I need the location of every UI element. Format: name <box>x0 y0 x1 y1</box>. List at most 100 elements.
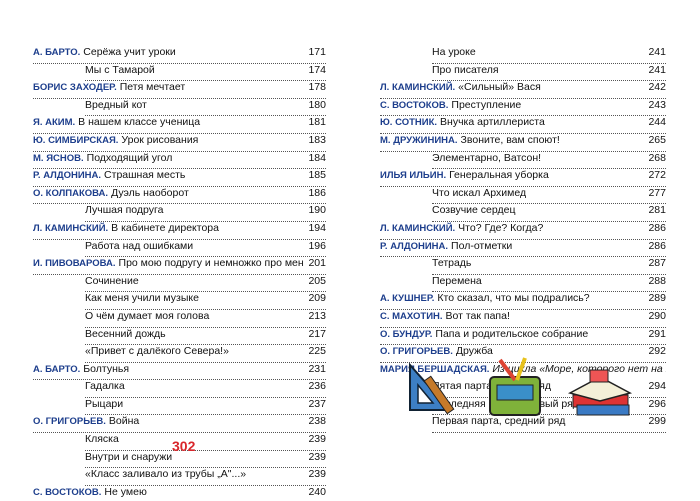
entry-title: «Привет с далёкого Севера!» <box>85 345 229 358</box>
entry-title: Про писателя <box>432 63 499 76</box>
entry-title: Рыцари <box>85 397 124 410</box>
entry-title: Мы с Тамарой <box>85 63 155 76</box>
toc-entry: О чём думает моя голова 213 <box>85 310 326 328</box>
entry-page: 286 <box>648 221 666 234</box>
entry-page: 237 <box>308 397 326 410</box>
entry-title: Внутри и снаружи <box>85 450 173 463</box>
school-bag <box>489 357 541 416</box>
entry-title: Весенний дождь <box>85 327 166 340</box>
toc-entry: Про писателя 241 <box>432 64 666 82</box>
entry-title: Подходящий угол <box>86 151 173 164</box>
books <box>567 369 633 416</box>
entry-page: 196 <box>308 239 326 252</box>
entry-author: Ю. СИМБИРСКАЯ. <box>33 134 119 146</box>
entry-author: С. ВОСТОКОВ. <box>380 99 449 111</box>
entry-page: 194 <box>308 221 326 234</box>
entry-title: На уроке <box>432 46 476 58</box>
entry-page: 209 <box>308 292 326 305</box>
entry-title: Перемена <box>432 274 482 287</box>
entry-author: А. КУШНЕР. <box>380 293 435 305</box>
toc-entry: «Привет с далёкого Севера!» 225 <box>85 345 326 363</box>
entry-page: 265 <box>648 133 666 146</box>
entry-page: 183 <box>308 133 326 146</box>
entry-title: Преступление <box>451 98 522 111</box>
toc-entry: Работа над ошибками 196 <box>85 240 326 258</box>
entry-page: 239 <box>308 450 326 463</box>
entry-title: В кабинете директора <box>111 221 219 234</box>
entry-title: Кляска <box>85 433 119 446</box>
entry-title: Дуэль наоборот <box>111 186 189 199</box>
toc-entry: Что искал Архимед 277 <box>432 187 666 205</box>
entry-author: О. ГРИГОРЬЕВ. <box>33 416 106 428</box>
toc-entry: Внутри и снаружи 239 <box>85 451 326 469</box>
toc-entry: Лучшая подруга 190 <box>85 204 326 222</box>
entry-title: Работа над ошибками <box>85 239 194 252</box>
toc-entry: Тетрадь 287 <box>432 257 666 275</box>
toc-entry: «Класс заливало из трубы „А"...» 239 <box>85 468 326 486</box>
toc-entry: Л. КАМИНСКИЙ. В кабинете директора 194 <box>33 222 326 240</box>
entry-page: 241 <box>648 46 666 58</box>
entry-page: 299 <box>648 415 666 428</box>
entry-author: БОРИС ЗАХОДЕР. <box>33 82 117 94</box>
entry-title: Война <box>108 415 140 428</box>
entry-title: «Сильный» Вася <box>458 81 541 94</box>
toc-entry: Кляска 239 <box>85 433 326 451</box>
entry-title: Страшная месть <box>104 169 186 182</box>
entry-title: Внучка артиллериста <box>440 116 545 129</box>
entry-author: Ю. СОТНИК. <box>380 117 438 129</box>
entry-author: М. ЯСНОВ. <box>33 152 84 164</box>
toc-entry: Гадалка 236 <box>85 380 326 398</box>
entry-page: 185 <box>308 169 326 182</box>
toc-entry: Как меня учили музыке 209 <box>85 292 326 310</box>
entry-author: МАРИЯ БЕРШАДСКАЯ. <box>380 363 490 375</box>
toc-entry: О. ГРИГОРЬЕВ. Война 238 <box>33 415 326 434</box>
toc-entry: С. ВОСТОКОВ. Преступление 243 <box>380 99 666 117</box>
toc-entry: А. БАРТО. Болтунья 231 <box>33 363 326 381</box>
entry-page: 217 <box>308 327 326 340</box>
entry-page: 205 <box>308 274 326 287</box>
toc-entry: На уроке 241 <box>432 46 666 64</box>
entry-title: Болтунья <box>83 362 130 375</box>
entry-author: А. БАРТО. <box>33 363 81 375</box>
entry-page: 291 <box>648 327 666 340</box>
entry-author: О. КОЛПАКОВА. <box>33 187 109 199</box>
toc-entry: М. ЯСНОВ. Подходящий угол 184 <box>33 152 326 170</box>
entry-page: 225 <box>308 345 326 358</box>
entry-page: 231 <box>308 362 326 375</box>
entry-page: 243 <box>648 98 666 111</box>
entry-title: Дружба <box>455 345 493 358</box>
toc-entry: Элементарно, Ватсон! 268 <box>432 152 666 170</box>
entry-title: Звоните, вам споют! <box>460 133 560 146</box>
toc-entry: О. БУНДУР. Папа и родительское собрание 29… <box>380 328 666 346</box>
toc-entry: Созвучие сердец 281 <box>432 204 666 222</box>
entry-author: ИЛЬЯ ИЛЬИН. <box>380 170 447 182</box>
entry-author: М. ДРУЖИНИНА. <box>380 134 458 146</box>
entry-page: 292 <box>648 345 666 358</box>
entry-page: 213 <box>308 309 326 322</box>
entry-page: 201 <box>308 257 326 270</box>
entry-page: 244 <box>648 116 666 129</box>
toc-entry: Л. КАМИНСКИЙ. Что? Где? Когда? 286 <box>380 222 666 240</box>
entry-author: С. ВОСТОКОВ. <box>33 486 102 498</box>
entry-page: 239 <box>308 468 326 481</box>
entry-title: Про мою подругу и немножко про меня <box>118 257 305 270</box>
entry-title: Созвучие сердец <box>432 204 516 217</box>
entry-author: Р. АЛДОНИНА. <box>33 170 102 182</box>
entry-author: Л. КАМИНСКИЙ. <box>380 82 456 94</box>
entry-author: О. БУНДУР. <box>380 328 433 340</box>
toc-entry: Ю. СОТНИК. Внучка артиллериста 244 <box>380 116 666 134</box>
entry-author: Л. КАМИНСКИЙ. <box>380 222 456 234</box>
entry-title: «Класс заливало из трубы „А"...» <box>85 468 247 481</box>
entry-title: Серёжа учит уроки <box>83 46 176 58</box>
toc-entry: Рыцари 237 <box>85 398 326 416</box>
page-number: 302 <box>172 438 196 454</box>
toc-entry: Р. АЛДОНИНА. Страшная месть 185 <box>33 169 326 187</box>
entry-page: 277 <box>648 186 666 199</box>
entry-title: Сочинение <box>85 274 139 287</box>
entry-title: Генеральная уборка <box>449 169 549 182</box>
toc-entry: И. ПИВОВАРОВА. Про мою подругу и немножко… <box>33 257 326 275</box>
entry-author: Я. АКИМ. <box>33 117 76 129</box>
entry-title: В нашем классе ученица <box>78 116 201 129</box>
entry-title: Элементарно, Ватсон! <box>432 151 542 164</box>
